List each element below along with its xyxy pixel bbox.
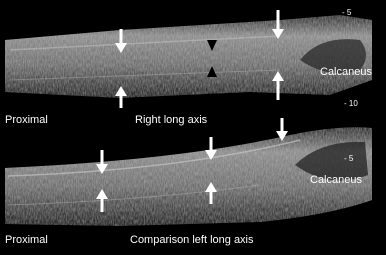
- depth-mark: - 10: [344, 99, 358, 108]
- arrowhead: [115, 43, 127, 53]
- arrows-bottom: [96, 118, 288, 212]
- caption: Right long axis: [135, 114, 208, 126]
- calcaneus-shadow: [295, 141, 368, 181]
- arrowhead: [96, 189, 108, 199]
- arrowhead: [276, 131, 288, 141]
- orientation-label: Proximal: [5, 114, 48, 126]
- tendon-fiber: [7, 139, 301, 177]
- depth-mark: - 5: [342, 8, 352, 17]
- arrowhead: [115, 86, 127, 96]
- tendon-fiber: [9, 69, 281, 81]
- arrowhead: [96, 164, 108, 174]
- arrowhead-marker: [207, 40, 217, 51]
- landmark-label: Calcaneus: [320, 66, 372, 78]
- arrowhead: [272, 71, 284, 81]
- arrowhead-marker: [207, 66, 217, 77]
- caption: Comparison left long axis: [130, 234, 254, 246]
- arrowhead: [205, 150, 217, 160]
- arrowhead: [205, 182, 217, 192]
- arrows-top: [115, 10, 284, 108]
- tendon-fiber: [7, 184, 261, 206]
- orientation-label: Proximal: [5, 234, 48, 246]
- tissue-texture: [5, 127, 372, 226]
- depth-mark: - 5: [344, 154, 354, 163]
- tendon-fiber: [9, 35, 281, 51]
- calcaneus-shadow: [300, 39, 366, 74]
- arrowhead: [272, 29, 284, 39]
- landmark-label: Calcaneus: [310, 174, 362, 186]
